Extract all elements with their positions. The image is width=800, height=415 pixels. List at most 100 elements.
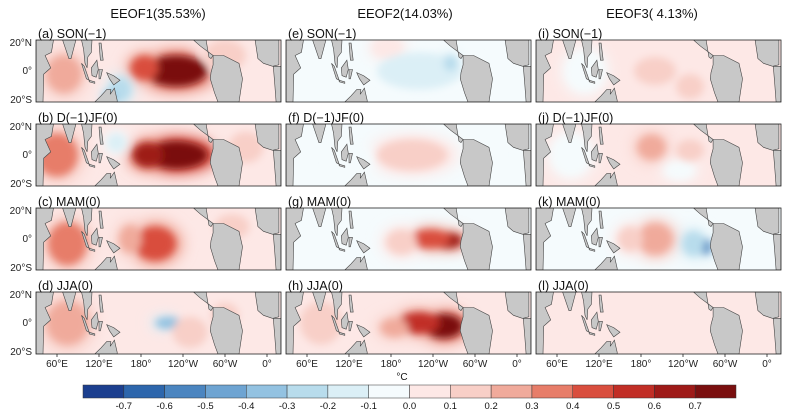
land-mass	[36, 292, 54, 354]
land-mass	[562, 124, 577, 143]
land-mass	[81, 40, 93, 69]
land-mass	[522, 66, 531, 102]
land-mass	[331, 208, 343, 237]
x-tick-label: 120°W	[168, 359, 199, 370]
land-mass	[598, 153, 603, 164]
y-tick-label: 0°	[22, 318, 32, 329]
land-mass	[340, 311, 349, 330]
colorbar-tick-label: -0.5	[197, 401, 213, 412]
land-mass	[598, 321, 603, 332]
x-tick-label: 60°W	[463, 359, 488, 370]
y-tick-label: 20°N	[10, 122, 32, 133]
land-mass	[522, 318, 531, 354]
land-mass	[88, 331, 96, 336]
land-mass	[106, 324, 121, 338]
land-mass	[562, 40, 577, 59]
anomaly-core	[546, 217, 582, 261]
colorbar-tick-label: -0.7	[116, 401, 132, 412]
land-mass	[588, 331, 596, 336]
colorbar-tick-label: 0.5	[607, 401, 620, 412]
anomaly-core	[172, 316, 208, 348]
panel-label: (c) MAM(0)	[38, 195, 101, 209]
land-mass	[81, 292, 93, 321]
land-mass	[562, 292, 577, 311]
colorbar-swatch	[450, 384, 492, 399]
panel-frame	[535, 39, 782, 103]
land-mass	[536, 40, 554, 102]
x-tick-label: 60°E	[546, 359, 568, 370]
land-mass	[94, 87, 118, 102]
land-mass	[356, 324, 371, 338]
land-mass	[312, 208, 327, 227]
y-tick-label: 20°S	[10, 95, 32, 106]
land-mass	[286, 292, 304, 354]
land-mass	[709, 307, 743, 354]
land-mass	[90, 143, 99, 162]
land-mass	[331, 40, 343, 69]
colorbar-swatch	[572, 384, 614, 399]
land-mass	[98, 237, 103, 248]
colorbar-tick-label: 0.7	[689, 401, 702, 412]
colorbar-tick-label: 0.2	[485, 401, 498, 412]
land-mass	[286, 40, 304, 102]
land-mass	[344, 255, 368, 270]
panel-e: (e) SON(−1)	[285, 27, 532, 103]
land-mass	[312, 40, 327, 59]
land-mass	[62, 292, 77, 311]
colorbar-tick-label: -0.2	[320, 401, 336, 412]
land-mass	[340, 227, 349, 246]
land-mass	[94, 339, 118, 354]
land-mass	[98, 153, 103, 164]
colorbar-tick-labels: -0.7 -0.6 -0.5 -0.4 -0.3 -0.2 -0.1 0.0 0.1 0.2 0.3…	[116, 401, 702, 412]
land-mass	[459, 55, 493, 102]
land-mass	[590, 59, 599, 78]
land-mass	[344, 171, 368, 186]
land-mass	[536, 124, 554, 186]
panel-c: (c) MAM(0)	[35, 195, 282, 271]
panel-frame	[285, 39, 532, 103]
land-mass	[62, 40, 77, 59]
land-mass	[594, 87, 618, 102]
land-mass	[594, 339, 618, 354]
colorbar-swatch	[205, 384, 247, 399]
panels: (a) SON(−1) (b) D(−1)JF(0) (c) MAM(0) (d) J…	[35, 27, 782, 355]
colorbar-swatch	[654, 384, 696, 399]
land-mass	[106, 156, 121, 170]
land-mass	[581, 292, 593, 321]
panel-f: (f) D(−1)JF(0)	[285, 111, 532, 187]
land-mass	[344, 87, 368, 102]
land-mass	[562, 208, 577, 227]
panel-frame	[535, 123, 782, 187]
anomaly-core	[46, 301, 89, 345]
anomaly-core	[300, 301, 342, 345]
colorbar-tick-label: -0.4	[238, 401, 254, 412]
land-mass	[536, 208, 554, 270]
colorbar-swatch	[490, 384, 533, 399]
land-mass	[193, 124, 214, 144]
anomaly-core	[144, 55, 208, 87]
y-tick-label: 20°N	[10, 206, 32, 217]
land-mass	[98, 126, 104, 145]
panel-label: (a) SON(−1)	[38, 27, 106, 41]
land-mass	[598, 42, 604, 61]
panel-k: (k) MAM(0)	[535, 195, 782, 271]
anomaly-core	[300, 217, 335, 261]
colorbar-unit: °C	[396, 372, 407, 383]
panel-label: (e) SON(−1)	[288, 27, 356, 41]
land-mass	[338, 163, 346, 168]
land-mass	[504, 40, 530, 67]
land-mass	[193, 40, 214, 60]
panel-g: (g) MAM(0)	[285, 195, 532, 271]
land-mass	[340, 143, 349, 162]
x-tick-label: 120°E	[335, 359, 363, 370]
land-mass	[590, 311, 599, 330]
anomaly-core	[377, 139, 447, 171]
panel-label: (i) SON(−1)	[538, 27, 602, 41]
land-mass	[459, 139, 493, 186]
anomaly-core	[665, 162, 694, 179]
anomaly-core	[47, 221, 88, 266]
anomaly-core	[386, 229, 417, 255]
land-mass	[98, 69, 103, 80]
panel-label: (d) JJA(0)	[38, 279, 93, 293]
